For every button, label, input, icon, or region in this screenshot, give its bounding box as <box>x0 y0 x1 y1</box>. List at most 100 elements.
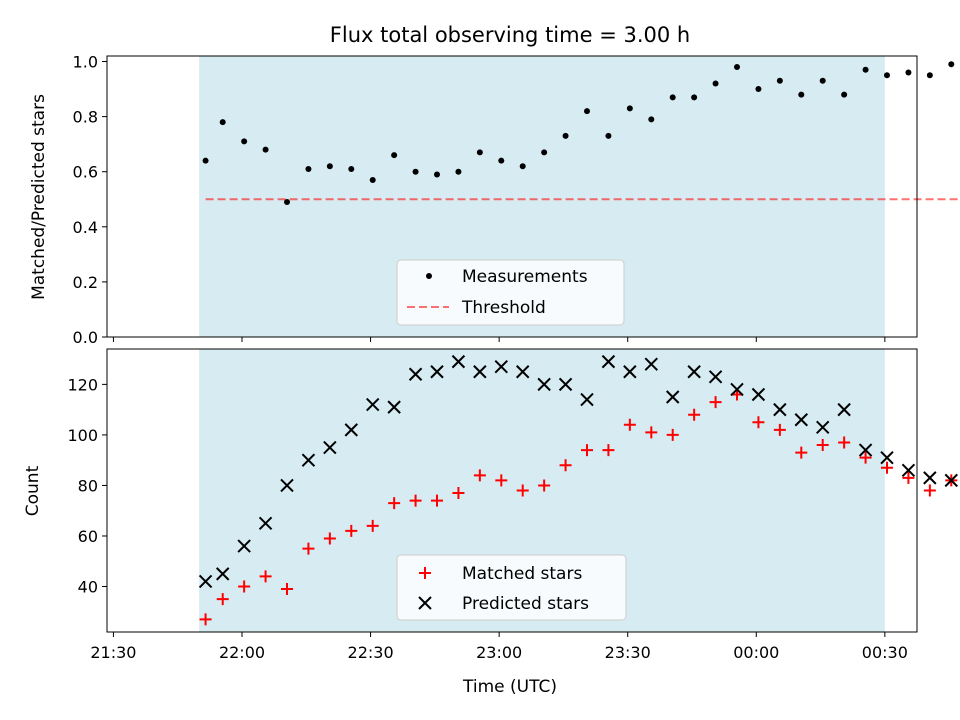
top-axes-frame <box>106 55 918 338</box>
measurement-point <box>862 66 869 73</box>
measurement-point <box>905 69 912 76</box>
predicted-star-point <box>301 453 316 467</box>
matched-star-point <box>688 408 701 421</box>
predicted-star-point <box>816 420 830 435</box>
bottom-axes-frame <box>106 348 918 633</box>
top-x-axis-ticks <box>112 337 886 342</box>
predicted-star-point <box>280 478 294 493</box>
matched-star-point <box>388 497 401 510</box>
matched-star-point <box>302 542 315 555</box>
predicted-star-point <box>794 413 808 427</box>
legend-matched-marker <box>419 567 431 579</box>
predicted-star-point <box>366 397 380 412</box>
predicted-star-point <box>430 365 444 379</box>
bottom-y-axis-label: Count <box>23 465 43 516</box>
predicted-star-point <box>408 367 423 381</box>
measurement-point <box>326 163 333 170</box>
count-panel: 40 60 80 100 120 21:30 22:00 22:30 23:00 23:30 00… <box>23 348 958 697</box>
measurement-point <box>776 77 783 84</box>
bottom-legend-box <box>396 554 627 621</box>
bottom-y-tick-label: 40 <box>78 578 98 597</box>
measurement-point <box>412 168 419 175</box>
predicted-star-point <box>666 390 680 404</box>
predicted-star-point <box>644 357 658 371</box>
predicted-star-point <box>344 423 358 437</box>
measurement-point <box>669 94 676 101</box>
top-legend: Measurements Threshold <box>396 259 625 326</box>
measurement-point <box>798 91 805 98</box>
bottom-x-tick-label: 22:00 <box>219 643 265 662</box>
matched-star-point <box>902 471 915 484</box>
measurement-point <box>841 91 848 98</box>
measurement-point <box>648 116 655 123</box>
predicted-star-point <box>494 359 508 374</box>
measurement-point <box>926 72 933 79</box>
measurement-point <box>434 171 440 178</box>
predicted-star-point <box>623 365 637 379</box>
matched-star-point <box>259 570 272 583</box>
predicted-star-point <box>537 377 551 392</box>
bottom-x-tick-label: 00:30 <box>862 643 908 662</box>
bottom-series-layer <box>198 354 958 626</box>
top-y-tick-label: 0.8 <box>73 108 98 127</box>
bottom-legend: Matched stars Predicted stars <box>396 554 627 621</box>
legend-threshold-label: Threshold <box>461 298 546 318</box>
predicted-star-point <box>473 365 487 379</box>
matched-star-point <box>752 416 765 429</box>
predicted-star-point <box>216 567 230 581</box>
predicted-star-point <box>901 463 916 477</box>
measurement-point <box>202 157 209 164</box>
measurement-point <box>948 61 955 68</box>
top-y-tick-label: 0.6 <box>73 163 98 182</box>
predicted-star-point <box>198 574 213 589</box>
matched-star-point <box>773 423 786 436</box>
measurement-point <box>691 94 698 101</box>
predicted-star-point <box>516 365 530 379</box>
measurement-point <box>476 149 483 156</box>
predicted-star-point <box>944 473 958 488</box>
legend-predicted-marker <box>418 596 432 610</box>
top-y-axis: 0.0 0.2 0.4 0.6 0.8 1.0 <box>73 53 107 347</box>
legend-matched-label: Matched stars <box>462 564 582 584</box>
predicted-star-point <box>708 370 723 384</box>
matched-star-point <box>345 524 358 537</box>
bottom-y-axis: 40 60 80 100 120 <box>67 375 107 597</box>
measurement-point <box>819 77 826 84</box>
matched-star-point <box>516 484 529 497</box>
bottom-x-tick-label: 21:30 <box>90 643 136 662</box>
matched-star-point <box>238 580 251 593</box>
bottom-y-tick-label: 120 <box>67 375 98 394</box>
bottom-y-tick-label: 60 <box>78 527 98 546</box>
matched-star-point <box>431 494 443 507</box>
top-legend-box <box>396 259 625 326</box>
matched-star-point <box>323 532 336 545</box>
predicted-star-point <box>730 382 744 397</box>
matched-star-point <box>881 461 893 474</box>
predicted-star-point <box>858 443 873 457</box>
measurement-point <box>755 86 762 93</box>
measurement-point <box>562 132 569 139</box>
bottom-x-tick-label: 00:00 <box>733 643 779 662</box>
legend-predicted-label: Predicted stars <box>462 594 589 614</box>
matched-star-point <box>923 484 936 497</box>
measurement-point <box>584 108 590 115</box>
predicted-star-point <box>237 539 251 553</box>
measurement-point <box>305 165 312 172</box>
matched-star-point <box>199 613 212 626</box>
measurement-point <box>455 168 462 175</box>
matched-star-point <box>602 444 615 457</box>
measurement-point <box>626 105 633 112</box>
measurement-point <box>284 199 290 206</box>
bottom-x-tick-label: 23:30 <box>605 643 651 662</box>
top-y-tick-label: 1.0 <box>73 53 98 72</box>
matched-star-point <box>559 459 572 472</box>
matched-star-point <box>281 583 293 596</box>
legend-measurements-label: Measurements <box>462 267 588 287</box>
ratio-panel: 0.0 0.2 0.4 0.6 0.8 1.0 Matched/Predicted sta… <box>29 53 960 347</box>
predicted-star-point <box>258 516 273 531</box>
legend-measurement-marker <box>426 273 432 279</box>
bottom-x-tick-label: 22:30 <box>348 643 394 662</box>
x-axis-label: Time (UTC) <box>462 677 557 697</box>
matched-star-point <box>666 428 679 441</box>
